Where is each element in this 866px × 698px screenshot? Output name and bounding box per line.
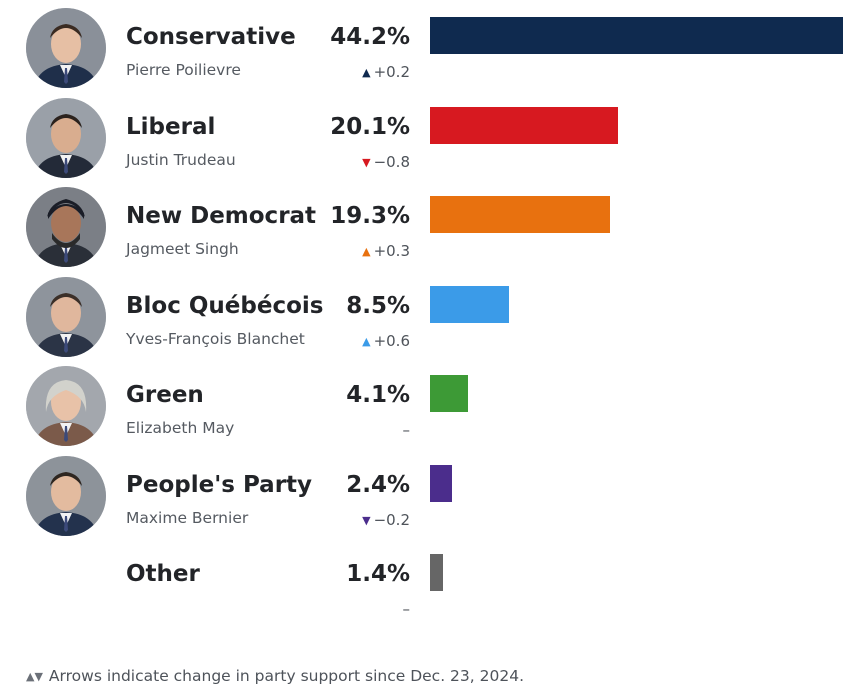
data-label: 4.1% <box>346 382 410 408</box>
triangle-down-icon: ▼ <box>362 514 371 527</box>
change-value: −0.8 <box>373 153 410 171</box>
footnote-text: Arrows indicate change in party support … <box>48 667 524 685</box>
data-label: 19.3% <box>330 203 410 229</box>
party-name: Green <box>126 382 204 408</box>
bar-liberal <box>430 107 618 144</box>
leader-name: Justin Trudeau <box>126 151 236 169</box>
bar-bloc-quebecois <box>430 286 509 323</box>
change-value: −0.2 <box>373 511 410 529</box>
data-label: 2.4% <box>346 472 410 498</box>
party-row-conservative: Conservative Pierre Poilievre 44.2% ▲ +0.2 <box>0 8 866 98</box>
party-row-other: Other 1.4% – <box>0 545 866 635</box>
party-row-people-s-party: People's Party Maxime Bernier 2.4% ▼ −0.2 <box>0 456 866 546</box>
elizabeth-may-photo <box>26 366 106 446</box>
change-indicator: ▲ +0.3 <box>362 241 410 262</box>
footnote-arrows-icon: ▲▼ <box>26 670 43 683</box>
party-name: Conservative <box>126 24 296 50</box>
data-label: 8.5% <box>346 293 410 319</box>
triangle-down-icon: ▼ <box>362 156 371 169</box>
party-name: People's Party <box>126 472 313 498</box>
data-label: 20.1% <box>330 114 410 140</box>
leader-name: Elizabeth May <box>126 419 235 437</box>
party-row-new-democrat: New Democrat Jagmeet Singh 19.3% ▲ +0.3 <box>0 187 866 277</box>
change-indicator: ▲ +0.6 <box>362 331 410 352</box>
change-value: +0.3 <box>373 242 410 260</box>
data-label: 44.2% <box>330 24 410 50</box>
justin-trudeau-photo <box>26 98 106 178</box>
pierre-poilievre-photo <box>26 8 106 88</box>
party-name: Other <box>126 561 200 587</box>
party-name: Bloc Québécois <box>126 293 324 319</box>
maxime-bernier-photo <box>26 456 106 536</box>
change-value: – <box>402 421 411 439</box>
bar-conservative <box>430 17 843 54</box>
party-row-green: Green Elizabeth May 4.1% – <box>0 366 866 456</box>
triangle-up-icon: ▲ <box>362 66 371 79</box>
data-label: 1.4% <box>346 561 410 587</box>
triangle-up-icon: ▲ <box>362 335 371 348</box>
change-indicator: ▼ −0.8 <box>362 152 410 173</box>
change-value: – <box>402 600 411 618</box>
leader-name: Yves-François Blanchet <box>126 330 305 348</box>
triangle-up-icon: ▲ <box>362 245 371 258</box>
jagmeet-singh-photo <box>26 187 106 267</box>
change-value: +0.2 <box>373 63 410 81</box>
bar-new-democrat <box>430 196 610 233</box>
change-value: +0.6 <box>373 332 410 350</box>
change-indicator: ▲ +0.2 <box>362 62 410 83</box>
footnote: ▲▼ Arrows indicate change in party suppor… <box>26 665 524 688</box>
party-name: New Democrat <box>126 203 317 229</box>
bar-green <box>430 375 468 412</box>
change-indicator: – <box>403 599 411 619</box>
leader-name: Maxime Bernier <box>126 509 249 527</box>
bar-other <box>430 554 443 591</box>
bar-people-s-party <box>430 465 452 502</box>
party-row-liberal: Liberal Justin Trudeau 20.1% ▼ −0.8 <box>0 98 866 188</box>
party-name: Liberal <box>126 114 216 140</box>
leader-name: Jagmeet Singh <box>126 240 239 258</box>
change-indicator: ▼ −0.2 <box>362 510 410 531</box>
party-row-bloc-quebecois: Bloc Québécois Yves-François Blanchet 8.5%… <box>0 277 866 367</box>
leader-name: Pierre Poilievre <box>126 61 241 79</box>
yves-francois-blanchet-photo <box>26 277 106 357</box>
change-indicator: – <box>403 420 411 440</box>
